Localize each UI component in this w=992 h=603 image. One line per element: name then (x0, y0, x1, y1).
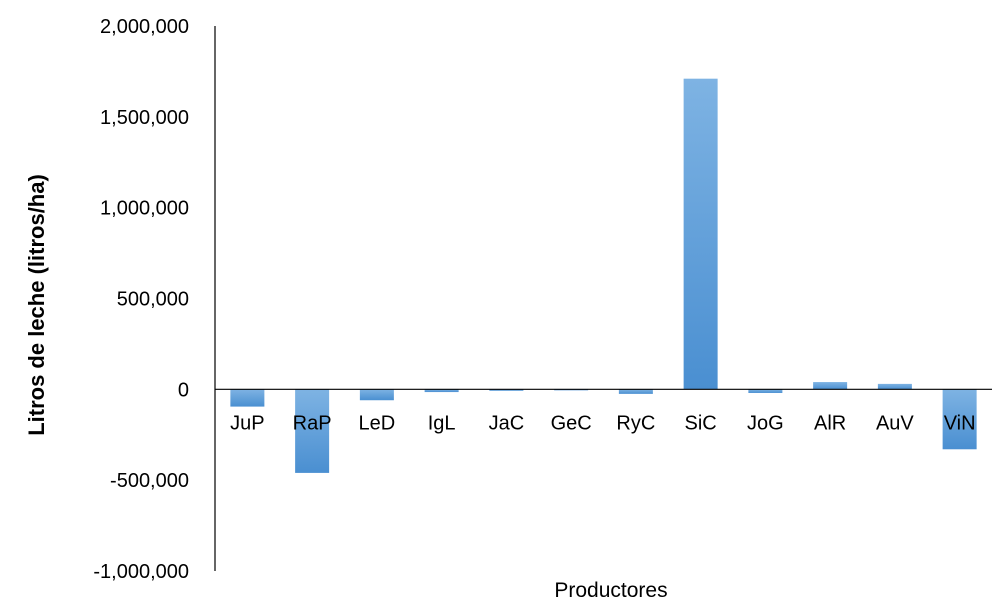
y-tick-label: -1,000,000 (93, 561, 189, 583)
y-tick-label: 0 (178, 379, 189, 401)
category-label: JuP (230, 412, 264, 434)
category-label: SiC (685, 412, 717, 434)
category-label: RaP (293, 412, 332, 434)
category-label: JaC (489, 412, 525, 434)
category-label: AuV (876, 412, 914, 434)
bar-led (359, 389, 394, 401)
bar-jog (748, 389, 783, 393)
category-label: RyC (616, 412, 655, 434)
bar-rap (295, 389, 330, 473)
bar-sic (683, 78, 718, 390)
bar-alr (813, 382, 848, 390)
y-tick-label: 1,500,000 (100, 107, 189, 129)
bar-auv (877, 383, 912, 390)
category-label: GeC (551, 412, 592, 434)
bar-ryc (618, 389, 653, 394)
x-axis-title: Productores (554, 579, 667, 602)
category-label: IgL (428, 412, 456, 434)
category-label: ViN (944, 412, 976, 434)
category-label: LeD (359, 412, 396, 434)
y-tick-label: 1,000,000 (100, 198, 189, 220)
y-tick-label: -500,000 (110, 470, 189, 492)
bar-igl (424, 389, 459, 393)
y-axis-title: Litros de leche (litros/ha) (24, 174, 49, 436)
y-tick-label: 500,000 (117, 289, 189, 311)
y-tick-label: 2,000,000 (100, 16, 189, 38)
category-labels: JuP RaP LeD IgL JaC GeC RyC SiC JoG AlR AuV ViN (230, 412, 975, 434)
category-label: JoG (747, 412, 784, 434)
category-label: AlR (814, 412, 846, 434)
bar-jac (489, 389, 524, 391)
bar-vin (942, 389, 977, 450)
bar-jup (230, 389, 265, 407)
y-tick-labels: 2,000,000 1,500,000 1,000,000 500,000 0 -500,… (93, 16, 189, 583)
bars (230, 78, 977, 473)
